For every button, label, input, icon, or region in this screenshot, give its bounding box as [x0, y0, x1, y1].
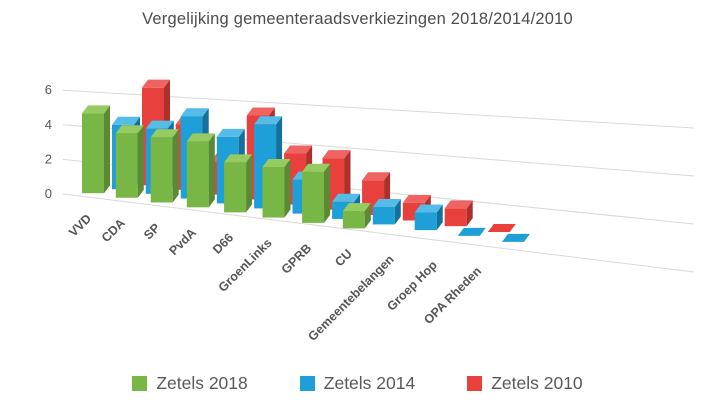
category-label-gprb: GPRB: [279, 241, 314, 276]
y-axis-tick-4: 4: [45, 117, 52, 132]
category-label-cu: CU: [332, 247, 355, 270]
legend-label-2018: Zetels 2018: [156, 373, 248, 393]
bar-pvda-zetels-2010-top: [246, 107, 275, 116]
legend-item-zetels-2014: Zetels 2014: [299, 373, 416, 394]
category-label-cda: CDA: [99, 216, 128, 245]
bar-gprb-zetels-2014-top: [332, 193, 361, 202]
y-axis-tick-0: 0: [45, 186, 52, 201]
bar-cu-zetels-2010-top: [402, 194, 431, 203]
bar-groep-hop-zetels-2010-zero-tile: [487, 223, 516, 232]
category-label-vvd: VVD: [66, 211, 94, 239]
legend-swatch-2018-icon: [132, 376, 148, 391]
bar-vvd-zetels-2018-side: [104, 105, 110, 194]
bar-cu-zetels-2014-front: [372, 207, 395, 225]
bar-d66-zetels-2018-top: [224, 154, 253, 163]
category-label-pvda: PvdA: [166, 226, 198, 258]
legend-item-zetels-2018: Zetels 2018: [132, 373, 248, 394]
chart-legend: Zetels 2018 Zetels 2014 Zetels 2010: [0, 373, 715, 394]
bar-gemeentebelangen-zetels-2010-side: [466, 200, 473, 227]
bar-groenlinks-zetels-2010-top: [322, 150, 351, 159]
bar-cda-zetels-2018-side: [137, 125, 144, 198]
bar-vvd-zetels-2018-top: [82, 105, 110, 114]
legend-swatch-2014-icon: [299, 376, 315, 391]
legend-swatch-2010-icon: [467, 376, 483, 391]
bar-d66-zetels-2018-front: [224, 162, 247, 213]
bar-gemeentebelangen-zetels-2014-top: [414, 204, 443, 213]
category-label-sp: SP: [141, 221, 163, 243]
chart-title: Vergelijking gemeenteraadsverkiezingen 2…: [142, 10, 573, 28]
bar-gemeentebelangen-zetels-2010-top: [444, 200, 473, 209]
bar-gprb-zetels-2018-front: [302, 171, 325, 223]
bar-vvd-zetels-2018-front: [82, 113, 104, 194]
bar-groenlinks-zetels-2018-side: [284, 158, 291, 218]
legend-label-2014: Zetels 2014: [323, 373, 416, 393]
bar-pvda-zetels-2018-front: [186, 141, 209, 208]
bar-cu-zetels-2018-side: [364, 203, 371, 229]
bar-cu-zetels-2014-side: [394, 199, 401, 225]
category-label-gemeentebelangen: Gemeentebelangen: [305, 252, 396, 343]
bar-groenlinks-zetels-2018-front: [262, 166, 285, 218]
bar-groenlinks-zetels-2018-top: [262, 158, 291, 167]
gridline-0: [62, 193, 695, 273]
y-axis-tick-2: 2: [45, 151, 52, 166]
bar-cda-zetels-2014-top: [145, 120, 174, 129]
bar-cu-zetels-2018-top: [342, 203, 371, 212]
bar-sp-zetels-2018-top: [150, 129, 179, 138]
bar-gemeentebelangen-zetels-2014-side: [436, 204, 443, 231]
bar-pvda-zetels-2014-top: [216, 128, 245, 137]
bar-cu-zetels-2014-top: [372, 199, 401, 208]
bar-gemeentebelangen-zetels-2010-front: [444, 208, 467, 227]
bar-gprb-zetels-2010-top: [362, 172, 391, 181]
bar-opa-rheden-zetels-2014-zero-tile: [502, 233, 530, 242]
bar-gprb-zetels-2018-side: [324, 163, 331, 223]
bar-cu-zetels-2018-front: [342, 211, 365, 229]
bar-d66-zetels-2014-top: [254, 116, 283, 125]
bar-d66-zetels-2018-side: [246, 154, 253, 213]
category-label-d66: D66: [210, 231, 236, 257]
bar-pvda-zetels-2018-side: [208, 133, 215, 208]
bar-sp-zetels-2018-front: [150, 137, 173, 203]
bar-sp-zetels-2018-side: [172, 129, 179, 203]
bar-cda-zetels-2018-front: [115, 133, 138, 198]
bar-d66-zetels-2010-top: [284, 145, 313, 154]
bar-gprb-zetels-2018-top: [302, 163, 331, 172]
legend-item-zetels-2010: Zetels 2010: [467, 373, 583, 394]
bar-groep-hop-zetels-2014-zero-tile: [457, 227, 486, 236]
bar-sp-zetels-2014-top: [180, 108, 209, 117]
bar-vvd-zetels-2014-top: [112, 116, 140, 125]
bar-cda-zetels-2018-top: [115, 125, 144, 134]
y-axis-tick-6: 6: [45, 82, 52, 97]
bar-pvda-zetels-2018-top: [186, 133, 215, 142]
legend-label-2010: Zetels 2010: [491, 373, 583, 393]
bar-gemeentebelangen-zetels-2014-front: [414, 212, 437, 231]
bar-vvd-zetels-2010-top: [142, 79, 170, 88]
